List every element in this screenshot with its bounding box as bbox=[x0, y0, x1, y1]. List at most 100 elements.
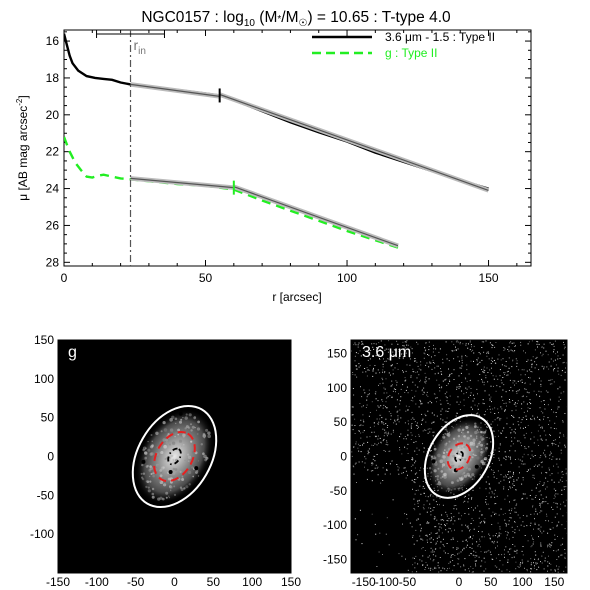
noise-pixel bbox=[424, 353, 426, 355]
noise-pixel bbox=[507, 374, 509, 376]
noise-pixel bbox=[382, 407, 384, 409]
noise-pixel bbox=[538, 566, 540, 568]
noise-pixel bbox=[442, 380, 444, 382]
noise-pixel bbox=[452, 523, 454, 525]
disk-knot bbox=[478, 440, 482, 444]
noise-pixel bbox=[404, 347, 406, 349]
noise-pixel bbox=[430, 547, 432, 549]
noise-pixel bbox=[537, 416, 538, 418]
noise-pixel bbox=[405, 410, 407, 412]
noise-pixel bbox=[415, 390, 417, 392]
noise-pixel bbox=[497, 536, 499, 538]
noise-pixel bbox=[355, 539, 357, 541]
noise-pixel bbox=[463, 501, 464, 503]
noise-pixel bbox=[470, 566, 472, 568]
noise-pixel bbox=[382, 554, 383, 555]
noise-pixel bbox=[405, 341, 407, 343]
noise-pixel bbox=[483, 370, 485, 372]
noise-pixel bbox=[442, 358, 444, 360]
noise-pixel bbox=[554, 439, 556, 441]
disk-knot bbox=[448, 460, 451, 463]
y-tick-label: 150 bbox=[327, 347, 347, 361]
noise-pixel bbox=[485, 374, 487, 376]
disk-knot bbox=[476, 456, 480, 460]
noise-pixel bbox=[468, 343, 469, 345]
noise-pixel bbox=[490, 497, 492, 498]
noise-pixel bbox=[503, 349, 505, 351]
noise-pixel bbox=[385, 406, 386, 408]
noise-pixel bbox=[537, 529, 539, 530]
noise-pixel bbox=[410, 426, 412, 428]
noise-pixel bbox=[427, 556, 429, 558]
disk-knot bbox=[457, 446, 460, 449]
noise-pixel bbox=[559, 508, 561, 510]
noise-pixel bbox=[540, 383, 542, 385]
noise-pixel bbox=[486, 503, 487, 505]
noise-pixel bbox=[475, 565, 477, 567]
noise-pixel bbox=[554, 570, 556, 572]
disk-knot bbox=[169, 418, 173, 422]
noise-pixel bbox=[436, 537, 438, 539]
noise-pixel bbox=[421, 560, 423, 562]
y-tick-label: 28 bbox=[46, 255, 60, 269]
noise-pixel bbox=[562, 474, 564, 475]
noise-pixel bbox=[539, 498, 540, 500]
noise-pixel bbox=[496, 566, 498, 568]
noise-pixel bbox=[488, 352, 490, 354]
x-tick-label: 50 bbox=[207, 575, 221, 589]
noise-pixel bbox=[442, 419, 444, 421]
noise-pixel bbox=[498, 514, 500, 516]
noise-pixel bbox=[383, 387, 385, 389]
disk-knot bbox=[144, 456, 147, 460]
noise-pixel bbox=[438, 567, 440, 569]
noise-pixel bbox=[383, 404, 385, 406]
noise-pixel bbox=[527, 560, 529, 562]
noise-pixel bbox=[541, 472, 542, 474]
noise-pixel bbox=[485, 340, 487, 342]
noise-pixel bbox=[449, 380, 451, 382]
noise-pixel bbox=[391, 364, 393, 366]
noise-pixel bbox=[542, 501, 544, 503]
noise-pixel bbox=[493, 378, 495, 380]
noise-pixel bbox=[466, 369, 468, 371]
noise-pixel bbox=[414, 384, 416, 386]
masked-star bbox=[431, 459, 436, 464]
noise-pixel bbox=[543, 368, 545, 370]
noise-pixel bbox=[385, 360, 387, 362]
noise-pixel bbox=[410, 399, 412, 401]
noise-pixel bbox=[412, 371, 414, 372]
noise-pixel bbox=[503, 403, 505, 404]
disk-knot bbox=[442, 435, 446, 439]
noise-pixel bbox=[468, 396, 469, 398]
noise-pixel bbox=[434, 393, 436, 395]
noise-pixel bbox=[442, 538, 444, 540]
noise-pixel bbox=[510, 548, 512, 550]
noise-pixel bbox=[535, 357, 537, 359]
noise-pixel bbox=[545, 434, 547, 436]
noise-pixel bbox=[421, 402, 423, 404]
noise-pixel bbox=[444, 568, 446, 570]
noise-pixel bbox=[483, 371, 484, 373]
noise-pixel bbox=[402, 356, 404, 358]
disk-knot bbox=[437, 467, 440, 470]
noise-pixel bbox=[493, 542, 495, 544]
noise-pixel bbox=[447, 402, 449, 404]
noise-pixel bbox=[531, 498, 533, 500]
noise-pixel bbox=[457, 558, 459, 560]
noise-pixel bbox=[554, 569, 556, 571]
noise-pixel bbox=[531, 340, 533, 342]
noise-pixel bbox=[484, 551, 485, 553]
noise-pixel bbox=[412, 397, 414, 399]
noise-pixel bbox=[411, 389, 413, 391]
disk-knot bbox=[469, 475, 472, 479]
noise-pixel bbox=[410, 427, 412, 429]
noise-pixel bbox=[479, 361, 481, 363]
noise-pixel bbox=[446, 421, 448, 423]
disk-knot bbox=[191, 425, 195, 429]
noise-pixel bbox=[417, 371, 418, 373]
noise-pixel bbox=[451, 530, 453, 532]
noise-pixel bbox=[393, 354, 395, 356]
noise-pixel bbox=[432, 509, 434, 511]
noise-pixel bbox=[540, 494, 542, 496]
disk-knot bbox=[184, 459, 186, 462]
